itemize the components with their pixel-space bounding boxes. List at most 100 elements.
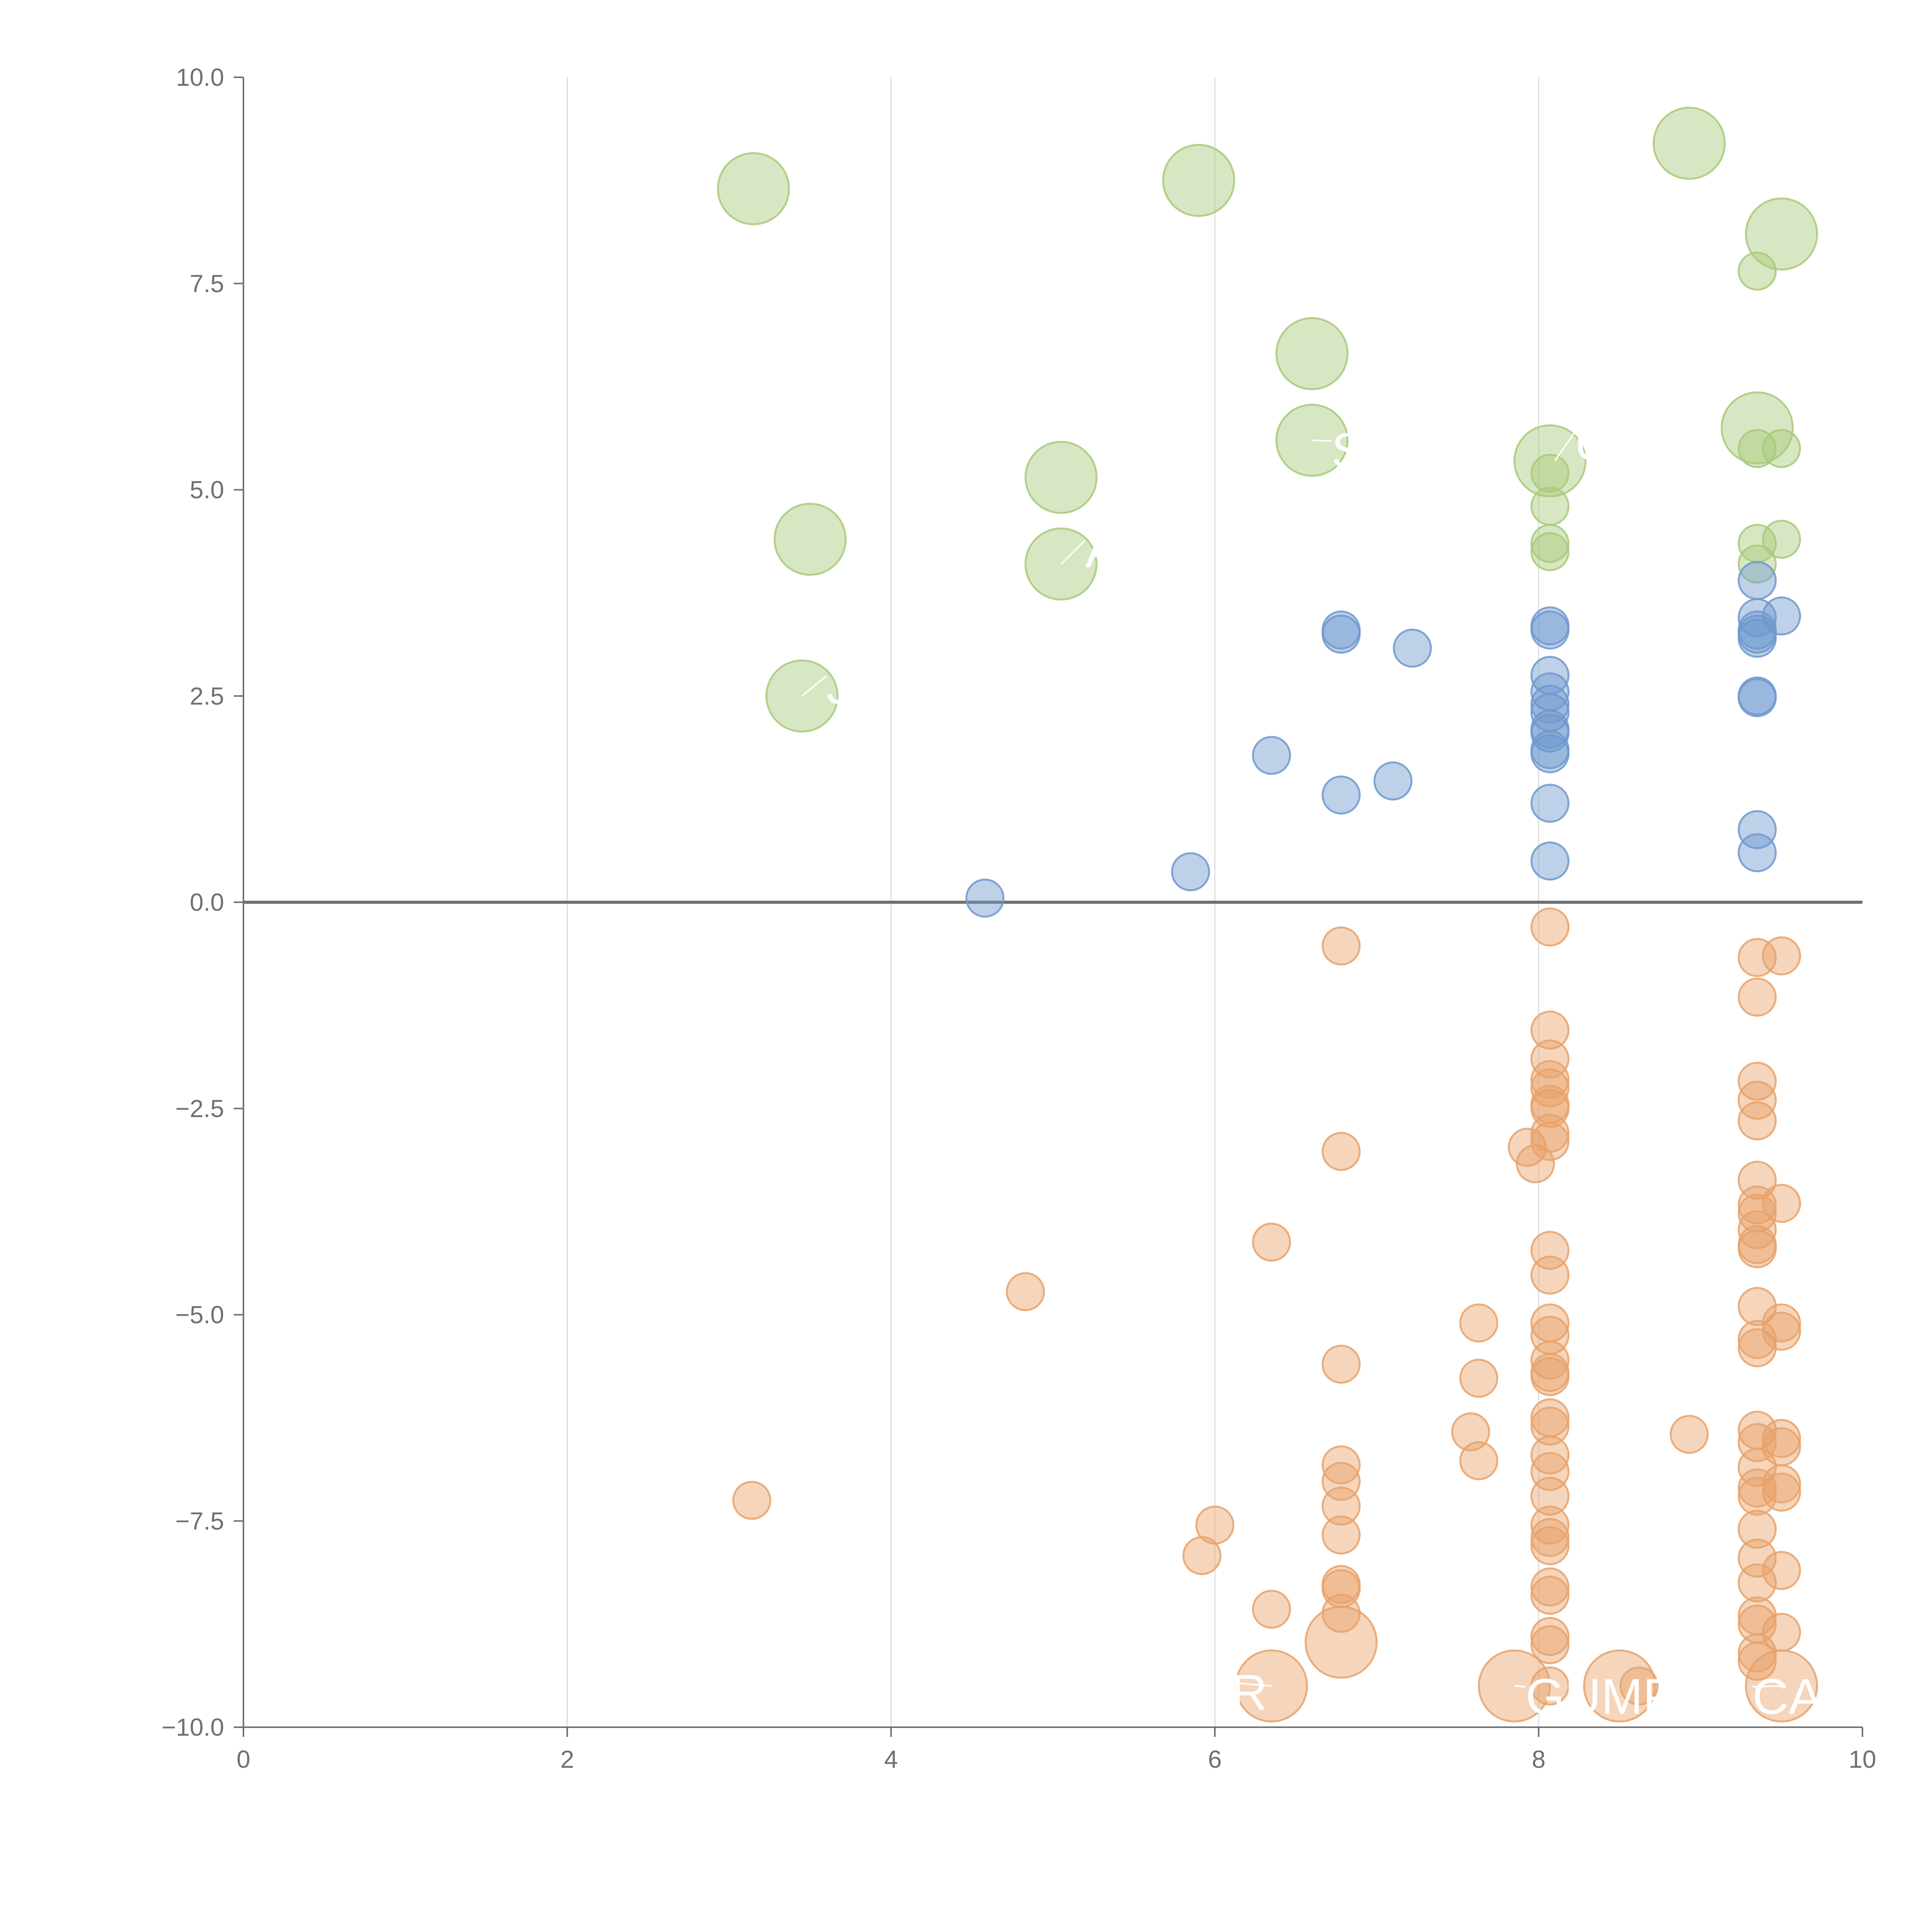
- green-data-point: [1762, 429, 1801, 468]
- orange-data-point: [1762, 1184, 1801, 1223]
- point-annotation-label: A: [1085, 522, 1119, 578]
- orange-data-point: [1321, 926, 1361, 966]
- green-data-point: [1530, 532, 1570, 571]
- orange-data-point: [1738, 1229, 1777, 1269]
- green-data-point: [1738, 544, 1777, 584]
- orange-data-point: [1530, 1068, 1570, 1107]
- annotation-leader: [1312, 439, 1332, 442]
- orange-data-point: [1530, 1357, 1570, 1396]
- blue-data-point: [1393, 628, 1432, 668]
- orange-data-point: [1762, 1419, 1801, 1458]
- axes: [243, 77, 1862, 1728]
- blue-data-point: [1373, 761, 1413, 801]
- orange-data-point: [1252, 1223, 1291, 1262]
- green-data-point: [1162, 144, 1235, 217]
- blue-data-point: [1252, 736, 1291, 775]
- orange-data-point: [1459, 1359, 1498, 1398]
- orange-data-point: [1738, 1320, 1777, 1359]
- orange-data-point: [1738, 1328, 1777, 1367]
- green-data-point: [1738, 252, 1777, 291]
- green-data-point: [1024, 440, 1098, 514]
- orange-data-point: [1738, 978, 1777, 1017]
- x-tick-label: 0: [236, 1745, 250, 1773]
- blue-data-point: [1762, 596, 1801, 636]
- orange-data-point: [1006, 1272, 1045, 1311]
- x-tick-label: 6: [1208, 1745, 1222, 1773]
- orange-data-point: [1530, 1666, 1570, 1706]
- orange-data-point: [1530, 907, 1570, 947]
- orange-data-point: [1619, 1666, 1659, 1706]
- y-tick-label: −2.5: [175, 1095, 224, 1122]
- blue-data-point: [1738, 833, 1777, 872]
- orange-data-point: [1195, 1505, 1235, 1545]
- orange-data-point: [1762, 1612, 1801, 1652]
- blue-data-point: [965, 878, 1005, 918]
- orange-data-point: [1321, 1486, 1361, 1526]
- orange-data-point: [1762, 1464, 1801, 1503]
- y-tick-label: 0.0: [190, 888, 224, 916]
- annotation-leader: [801, 675, 827, 697]
- orange-data-point: [1530, 1617, 1570, 1656]
- orange-data-point: [1252, 1590, 1291, 1629]
- green-data-point: [1530, 454, 1570, 493]
- y-tick-label: 2.5: [190, 682, 224, 710]
- point-annotation-label: CA: [1752, 1668, 1822, 1725]
- y-tick-label: −10.0: [162, 1713, 224, 1741]
- point-annotations: S U A J R GUMP CA: [801, 414, 1822, 1725]
- orange-data-point: [1762, 1427, 1801, 1466]
- green-data-point: [717, 152, 790, 225]
- orange-data-point: [1738, 1563, 1777, 1602]
- x-tick-label: 10: [1849, 1745, 1876, 1773]
- orange-data-point: [1738, 1101, 1777, 1141]
- green-data-point: [1762, 520, 1801, 559]
- green-data-point: [774, 503, 847, 576]
- orange-data-point: [732, 1481, 772, 1520]
- orange-data-point: [1738, 1510, 1777, 1549]
- orange-data-point: [1762, 1473, 1801, 1512]
- blue-data-point: [1738, 810, 1777, 849]
- orange-data-point: [1530, 1526, 1570, 1565]
- orange-data-point: [1530, 1435, 1570, 1475]
- orange-data-point: [1451, 1412, 1490, 1452]
- orange-data-point: [1738, 1476, 1777, 1516]
- blue-data-point: [1530, 610, 1570, 650]
- x-axis-ticks: 0 2 4 6 8 10: [236, 1727, 1876, 1773]
- y-tick-label: 7.5: [190, 270, 224, 298]
- annotation-leader: [1060, 539, 1086, 565]
- blue-data-point: [1530, 841, 1570, 881]
- blue-data-point: [1738, 619, 1777, 658]
- green-data-point: [1530, 486, 1570, 526]
- orange-data-point: [1530, 1114, 1570, 1153]
- point-annotation-label: S: [1332, 422, 1365, 479]
- orange-data-point: [1321, 1515, 1361, 1555]
- orange-data-point: [1530, 1122, 1570, 1161]
- orange-data-point: [1530, 1625, 1570, 1664]
- blue-data-point: [1530, 784, 1570, 823]
- orange-data-point: [1738, 1468, 1777, 1508]
- orange-data-point: [1321, 1132, 1361, 1171]
- blue-data-point: [1530, 713, 1570, 753]
- point-annotation-label: R: [1231, 1664, 1267, 1721]
- y-tick-label: −5.0: [175, 1301, 224, 1329]
- orange-data-point: [1530, 1406, 1570, 1446]
- orange-data-point: [1530, 1255, 1570, 1295]
- blue-data-point: [1321, 614, 1361, 654]
- annotation-leader: [1514, 1685, 1526, 1688]
- orange-data-point: [1530, 1340, 1570, 1380]
- y-axis-ticks: 10.0 7.5 5.0 2.5 0.0 −2.5 −5.0 −7.5 −10.0: [162, 63, 243, 1741]
- blue-data-point: [1738, 678, 1777, 718]
- blue-data-point: [1738, 561, 1777, 600]
- x-tick-label: 4: [884, 1745, 898, 1773]
- green-data-point: [1275, 317, 1349, 390]
- blue-data-point: [1321, 775, 1361, 815]
- x-tick-label: 8: [1532, 1745, 1546, 1773]
- point-annotation-label: U: [1574, 414, 1611, 471]
- orange-data-point: [1530, 1476, 1570, 1516]
- point-annotation-label: J: [826, 658, 851, 714]
- orange-data-point: [1762, 1303, 1801, 1343]
- y-tick-label: 10.0: [176, 63, 224, 91]
- orange-data-point: [1530, 1505, 1570, 1545]
- orange-data-point: [1304, 1605, 1378, 1679]
- annotation-leader: [1231, 1682, 1272, 1687]
